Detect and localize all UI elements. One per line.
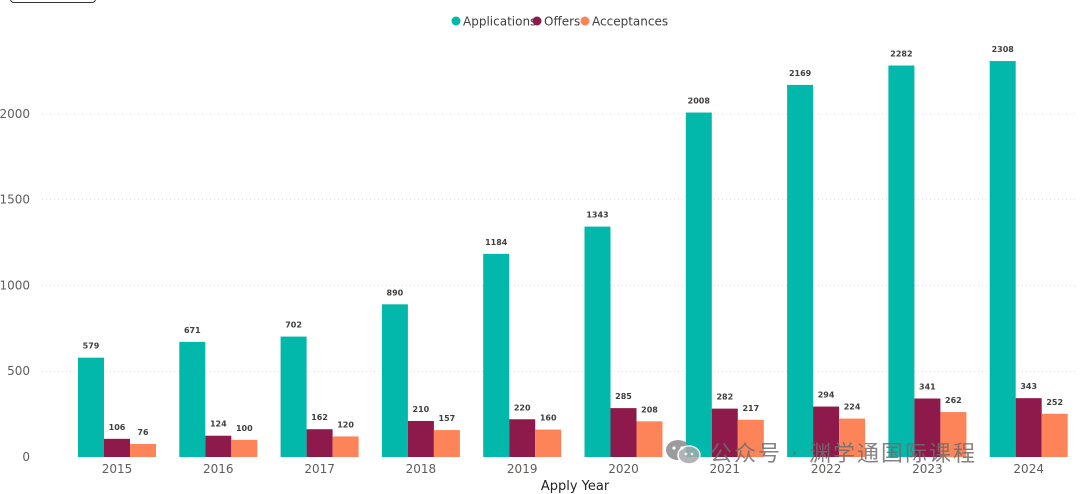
data-label: 157: [439, 414, 456, 423]
y-tick-label: 500: [7, 364, 30, 378]
legend-marker: [580, 16, 590, 26]
data-label: 579: [83, 342, 100, 351]
data-label: 2282: [890, 50, 912, 59]
bar-acceptances: [940, 412, 967, 457]
data-label: 262: [945, 396, 962, 405]
bar-offers: [407, 420, 434, 457]
x-tick-label: 2018: [406, 462, 437, 476]
bar-offers: [711, 408, 738, 457]
legend-item-applications[interactable]: Applications: [451, 15, 537, 29]
bar-offers: [306, 429, 333, 457]
data-label: 252: [1046, 398, 1063, 407]
x-tick-label: 2020: [608, 462, 639, 476]
legend-label: Offers: [544, 15, 580, 29]
legend-item-acceptances[interactable]: Acceptances: [580, 15, 669, 29]
bar-offers: [1015, 398, 1042, 457]
bar-acceptances: [1041, 413, 1068, 457]
data-label: 224: [844, 403, 861, 412]
data-label: 2169: [789, 69, 812, 78]
data-label: 671: [184, 326, 201, 335]
data-label: 210: [413, 405, 430, 414]
bar-offers: [104, 438, 130, 457]
watermark: 公众号 · 渊学通国际课程: [664, 436, 977, 468]
data-label: 343: [1020, 382, 1037, 391]
bar-acceptances: [433, 430, 460, 457]
watermark-text: 公众号 · 渊学通国际课程: [710, 442, 977, 467]
legend-label: Applications: [463, 15, 536, 29]
data-label: 106: [109, 423, 126, 432]
bar-applications: [989, 61, 1016, 458]
y-tick-label: 1500: [0, 193, 30, 207]
bar-offers: [914, 398, 941, 457]
bar-offers: [610, 408, 637, 457]
bar-applications: [280, 336, 307, 457]
bar-acceptances: [737, 419, 764, 457]
bar-acceptances: [535, 429, 562, 457]
bar-acceptances: [332, 436, 359, 457]
data-label: 890: [387, 288, 404, 297]
data-label: 294: [818, 391, 835, 400]
legend-marker: [532, 16, 542, 26]
bars: [78, 61, 1068, 458]
y-tick-label: 2000: [0, 107, 30, 121]
data-label: 217: [742, 404, 759, 413]
bar-offers: [205, 435, 232, 457]
x-axis-title: Apply Year: [541, 479, 610, 494]
legend: Applications Offers Acceptances: [451, 15, 669, 29]
data-label: 162: [311, 413, 328, 422]
bar-applications: [381, 304, 408, 457]
data-label: 2308: [992, 45, 1015, 54]
bar-acceptances: [130, 443, 156, 457]
data-label: 2008: [688, 97, 711, 106]
bar-applications: [179, 341, 206, 457]
data-label: 341: [919, 383, 936, 392]
x-tick-label: 2015: [102, 462, 133, 476]
x-axis-ticks: 2015 2016 2017 2018 2019 2020 2021 2022 2023 2024: [102, 462, 1044, 476]
data-label: 285: [615, 392, 632, 401]
x-tick-label: 2016: [203, 462, 234, 476]
data-label: 208: [641, 405, 658, 414]
legend-marker: [451, 16, 461, 26]
bar-applications: [78, 357, 104, 457]
data-label: 1343: [586, 211, 608, 220]
y-axis-ticks: 0 500 1000 1500 2000: [0, 107, 30, 464]
bar-applications: [888, 65, 915, 458]
x-tick-label: 2024: [1013, 462, 1044, 476]
x-tick-label: 2022: [811, 462, 842, 476]
wechat-icon: [664, 438, 702, 466]
bar-applications: [584, 226, 611, 457]
bar-applications: [483, 253, 510, 457]
data-label: 282: [716, 393, 733, 402]
y-tick-label: 1000: [0, 278, 30, 292]
legend-item-offers[interactable]: Offers: [532, 15, 581, 29]
data-label: 160: [540, 414, 557, 423]
x-tick-label: 2023: [912, 462, 943, 476]
data-label: 76: [137, 428, 149, 437]
y-tick-label: 0: [22, 450, 30, 464]
bar-offers: [509, 419, 536, 457]
x-tick-label: 2019: [507, 462, 538, 476]
legend-label: Acceptances: [592, 15, 668, 29]
data-label: 100: [236, 424, 253, 433]
bar-acceptances: [231, 439, 258, 457]
data-label: 220: [514, 403, 531, 412]
x-tick-label: 2021: [710, 462, 741, 476]
bar-applications: [787, 84, 814, 457]
data-label: 1184: [485, 238, 508, 247]
bar-acceptances: [839, 418, 866, 457]
data-label: 120: [337, 420, 354, 429]
data-labels: 579 106 76 671 124 100 702 162 120 890 210 157 1184 2…: [83, 45, 1063, 437]
bar-applications: [685, 112, 712, 458]
bar-acceptances: [636, 421, 663, 457]
x-tick-label: 2017: [304, 462, 335, 476]
data-label: 702: [285, 321, 302, 330]
data-label: 124: [210, 420, 227, 429]
bar-offers: [813, 406, 840, 457]
